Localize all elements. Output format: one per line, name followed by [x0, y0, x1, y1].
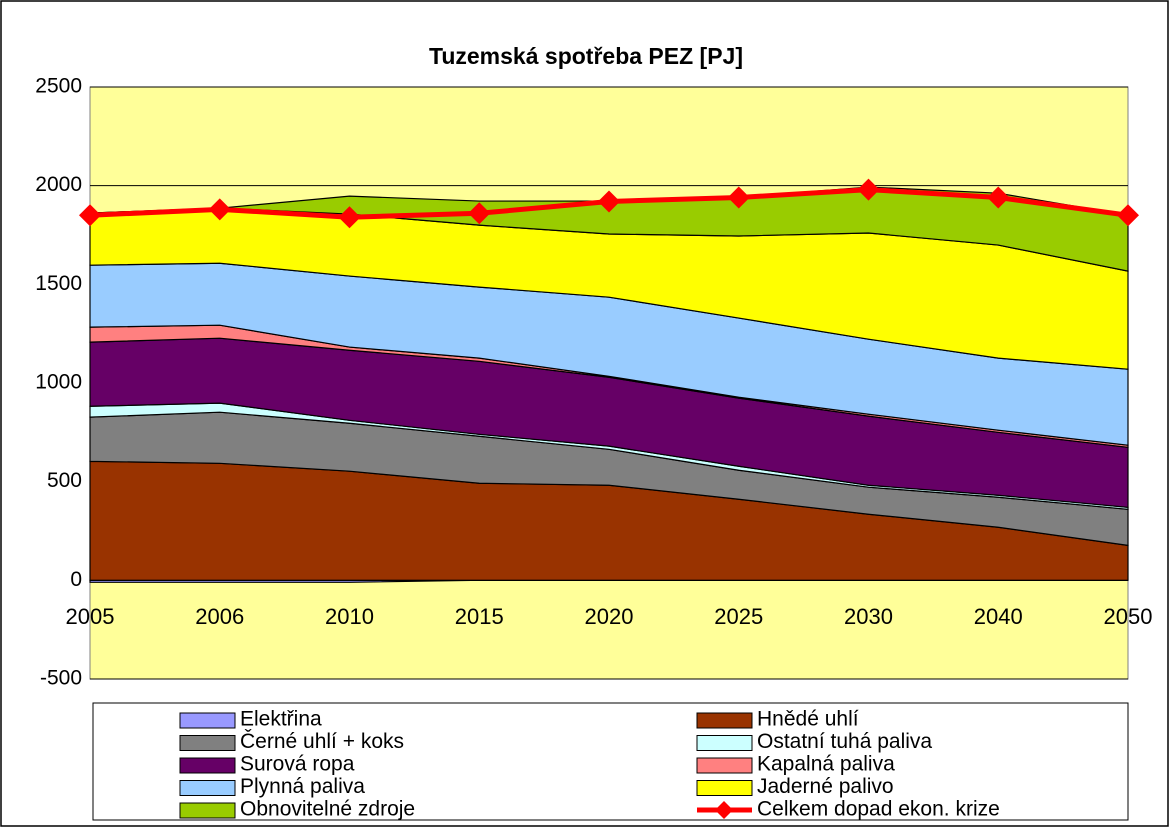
legend-label: Černé uhlí + koks	[240, 730, 404, 753]
x-tick-label: 2025	[714, 604, 763, 629]
marker	[208, 198, 231, 221]
y-tick-label: 500	[47, 469, 82, 492]
y-tick-label: 2500	[35, 75, 82, 98]
x-tick-label: 2050	[1104, 604, 1153, 629]
marker	[468, 202, 491, 225]
legend-label: Surová ropa	[240, 753, 355, 776]
legend-swatch	[179, 802, 236, 819]
legend-swatch	[179, 712, 236, 729]
legend-label: Obnovitelné zdroje	[240, 798, 415, 821]
marker	[79, 204, 101, 227]
marker	[857, 178, 880, 201]
legend-label: Elektřina	[240, 708, 322, 731]
legend-swatch	[179, 780, 236, 796]
marker	[727, 186, 750, 209]
x-tick-label: 2005	[66, 604, 115, 629]
legend-swatch	[179, 735, 236, 751]
x-tick-label: 2006	[195, 604, 244, 629]
legend-swatch	[715, 801, 733, 819]
legend-swatch	[696, 735, 753, 751]
x-tick-label: 2010	[325, 604, 374, 629]
legend-label: Celkem dopad ekon. krize	[757, 798, 1000, 821]
marker	[598, 190, 620, 213]
legend-swatch	[696, 757, 753, 774]
legend-swatch	[696, 712, 753, 729]
legend-label: Plynná paliva	[240, 775, 365, 798]
y-tick-label: 0	[70, 568, 82, 591]
y-tick-label: 2000	[35, 173, 82, 196]
legend-label: Jaderné palivo	[757, 775, 894, 798]
marker	[1117, 204, 1139, 227]
x-tick-label: 2040	[974, 604, 1023, 629]
x-tick-label: 2030	[844, 604, 893, 629]
legend-swatch	[696, 780, 753, 796]
legend-label: Hnědé uhlí	[757, 708, 859, 731]
legend-swatch	[179, 757, 236, 774]
legend-label: Ostatní tuhá paliva	[757, 730, 932, 753]
y-tick-label: -500	[40, 667, 82, 690]
legend-label: Kapalná paliva	[757, 753, 895, 776]
x-tick-label: 2015	[455, 604, 504, 629]
legend	[92, 702, 1129, 821]
marker	[987, 186, 1010, 209]
y-tick-label: 1500	[35, 272, 82, 295]
y-tick-label: 1000	[35, 371, 82, 394]
chart-title: Tuzemská spotřeba PEZ [PJ]	[429, 43, 743, 69]
marker	[338, 206, 361, 229]
x-tick-label: 2020	[585, 604, 634, 629]
